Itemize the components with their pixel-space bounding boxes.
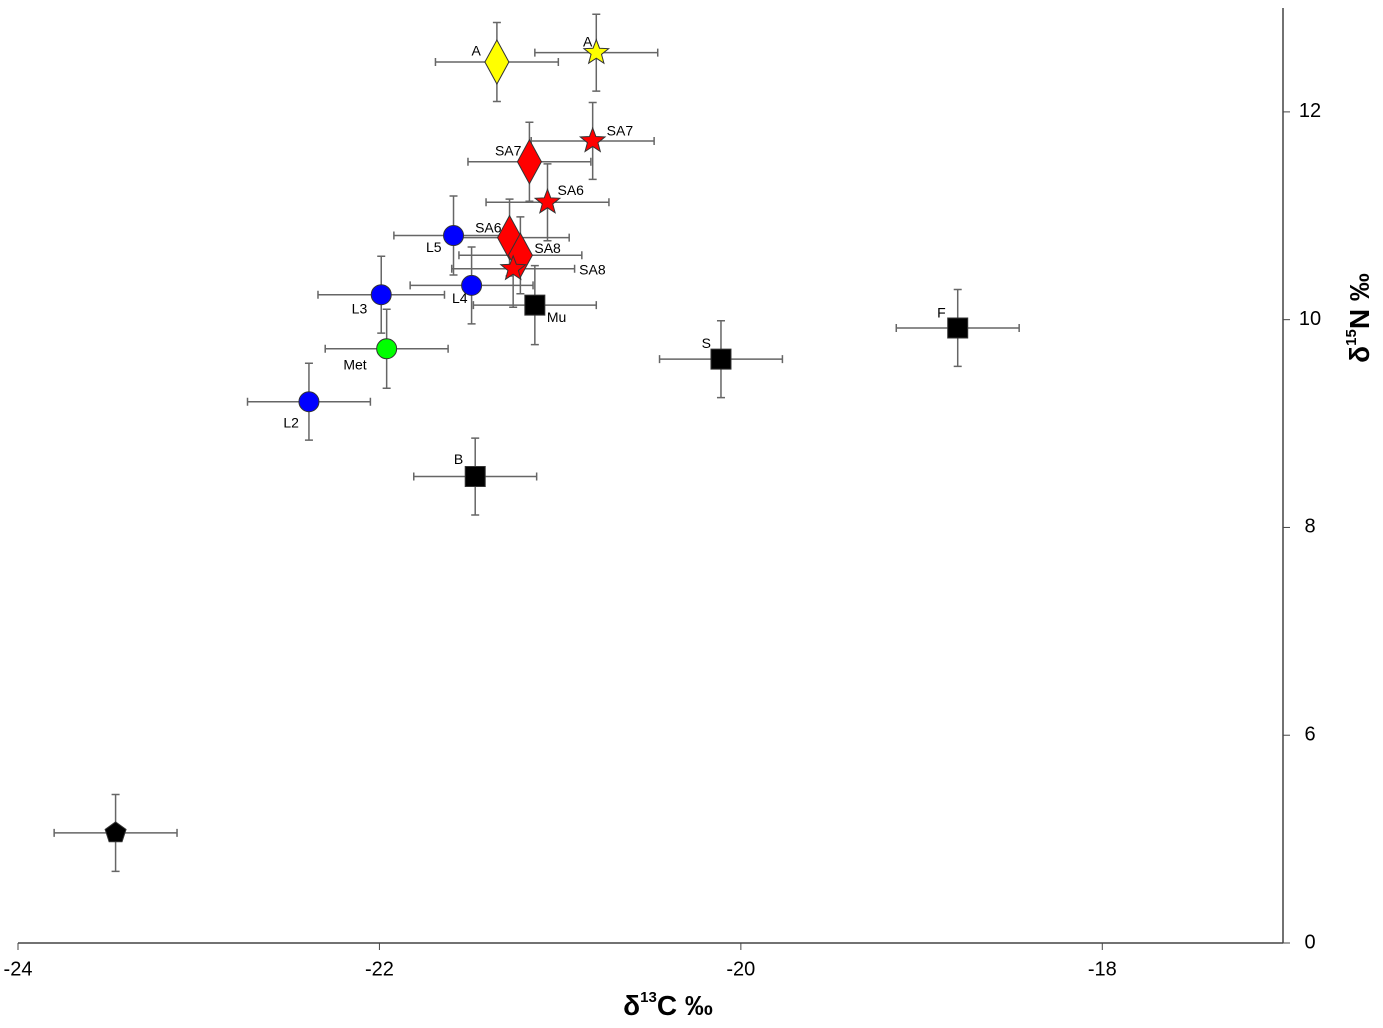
y-tick-label: 10 [1299,308,1321,330]
point [298,391,320,413]
point [376,338,398,360]
point [582,38,610,65]
point-label: B [454,451,463,467]
y-tick-label: 8 [1304,516,1315,538]
y-title-sup: 15 [1343,329,1360,346]
point [516,138,542,185]
point-label: L4 [452,290,468,306]
point-label: L3 [352,300,368,316]
point-label: A [583,33,593,49]
x-title-prefix: δ [623,990,640,1021]
y-tick-label: 0 [1304,931,1315,953]
x-tick-label: -18 [1088,958,1117,980]
point [947,317,969,339]
y-tick-label: 12 [1299,100,1321,122]
point-label: L5 [426,239,442,255]
point [461,274,483,296]
point-label: SA8 [534,240,561,256]
point-label: SA6 [557,182,584,198]
point [499,254,527,281]
point [443,225,465,247]
x-title-sup: 13 [640,989,657,1006]
point-label: F [937,305,946,321]
x-tick-label: -20 [726,958,755,980]
point-label: SA6 [475,219,502,235]
y-title-suffix: N ‰ [1344,273,1375,329]
point-label: SA7 [607,123,634,139]
point-label: S [702,335,711,351]
point [370,284,392,306]
point-label: A [472,43,482,59]
point [104,821,127,843]
point [578,126,607,153]
x-tick-label: -22 [365,958,394,980]
point-label: Mu [547,309,566,325]
point-label: Met [343,356,366,372]
point [484,38,510,86]
point [524,294,546,316]
point [533,187,562,214]
x-tick-label: -24 [4,958,33,980]
y-title-prefix: δ [1344,346,1375,363]
point-label: SA7 [495,142,522,158]
point [464,466,486,488]
x-title-suffix: C ‰ [657,990,713,1021]
y-axis-title: δ15N ‰ [1343,273,1375,363]
point-label: SA8 [579,261,606,277]
point [710,348,732,370]
point-label: L2 [283,414,299,430]
x-axis-title: δ13C ‰ [623,989,713,1021]
y-tick-label: 6 [1304,724,1315,746]
